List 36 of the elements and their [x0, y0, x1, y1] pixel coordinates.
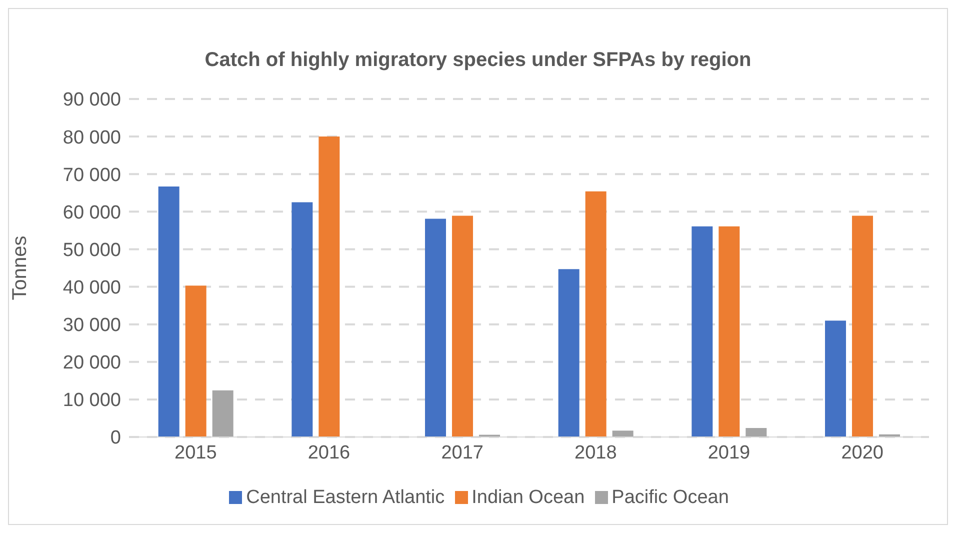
bar: [158, 186, 180, 437]
legend-label: Pacific Ocean: [612, 487, 729, 508]
y-tick-label: 80 000: [62, 127, 121, 148]
y-tick-label: 10 000: [62, 390, 121, 412]
y-tick-label: 40 000: [62, 278, 121, 299]
x-tick-label: 2020: [841, 442, 884, 464]
legend-label: Central Eastern Atlantic: [246, 487, 445, 508]
x-tick-label: 2018: [574, 442, 617, 464]
bar: [292, 202, 313, 437]
bar: [585, 191, 606, 437]
y-tick-label: 90 000: [62, 90, 121, 111]
bar: [825, 320, 846, 437]
y-tick-label: 70 000: [62, 164, 121, 186]
bar: [425, 218, 446, 437]
bar: [185, 286, 206, 437]
x-tick-label: 2017: [441, 442, 484, 464]
legend-label: Indian Ocean: [472, 487, 585, 508]
chart-title: Catch of highly migratory species under SFPAs by region: [204, 49, 752, 72]
x-tick-label: 2019: [708, 442, 750, 464]
x-tick-label: 2015: [174, 442, 217, 464]
bar: [718, 226, 740, 437]
bar: [212, 390, 234, 437]
bar: [692, 226, 713, 437]
bar: [612, 430, 634, 437]
bar: [318, 136, 340, 437]
y-tick-label: 30 000: [62, 315, 121, 336]
y-tick-label: 20 000: [62, 352, 121, 374]
bar: [746, 428, 767, 437]
y-tick-label: 60 000: [62, 202, 121, 224]
y-axis-title: Tonnes: [9, 236, 32, 300]
bar: [852, 216, 873, 437]
y-tick-label: 50 000: [62, 240, 121, 261]
bar: [452, 216, 473, 437]
y-tick-label: 0: [110, 428, 121, 449]
x-tick-label: 2016: [308, 442, 350, 464]
bar: [558, 269, 580, 437]
